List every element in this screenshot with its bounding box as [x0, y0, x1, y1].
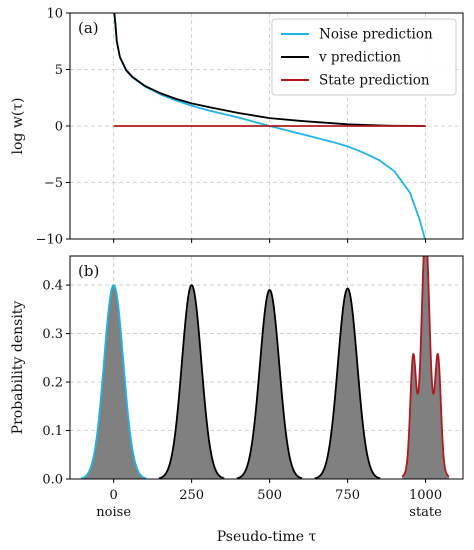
- ytick-label: −5: [44, 176, 63, 191]
- axes-frame-a: [69, 12, 464, 240]
- ytick-label: −10: [36, 233, 63, 248]
- ytick-label: 0.3: [42, 327, 63, 342]
- distribution-line-0: [80, 284, 147, 479]
- ytick-label: 5: [55, 63, 63, 78]
- distribution-line-1000: [401, 256, 450, 478]
- distribution-fill-500: [236, 289, 303, 479]
- legend-box: [271, 18, 457, 96]
- ytick-label: 0.2: [42, 376, 63, 391]
- xticks-a: [113, 239, 427, 243]
- ytick-label: 10: [46, 7, 63, 22]
- axes-frame-b: [69, 255, 464, 480]
- panel-label-b: (b): [78, 262, 99, 280]
- ylabel-a: log w(τ): [10, 98, 26, 155]
- ytick-label: 0.4: [42, 279, 63, 294]
- xtick-sublabel: noise: [96, 505, 131, 520]
- ytick-label: 0.1: [42, 424, 63, 439]
- xtick-sublabel: state: [409, 505, 442, 520]
- panel-label-a: (a): [78, 19, 99, 37]
- ylabel-b: Probability density: [10, 301, 26, 435]
- legend: Noise prediction v prediction State predic…: [271, 18, 457, 96]
- ytick-label: 0.0: [42, 473, 63, 488]
- xtick-label: 500: [257, 488, 282, 503]
- xtick-label: 1000: [409, 488, 442, 503]
- legend-label: Noise prediction: [319, 27, 433, 43]
- panel-b: 0.0 0.1 0.2 0.3 0.4 0 noise 250 500 750 1000 state…: [10, 255, 464, 545]
- distribution-fill-0: [80, 285, 147, 479]
- xtick-label: 750: [335, 488, 360, 503]
- xlabel-b: Pseudo-time τ: [217, 529, 317, 545]
- panel-a: 10 5 0 −5 −10 (a) log w(τ) Noise prediction v…: [10, 7, 464, 248]
- series-lines-a: [113, 13, 426, 239]
- ytick-label: 0: [55, 120, 63, 135]
- distributions-b: [80, 256, 450, 479]
- legend-label: State prediction: [319, 73, 430, 89]
- xtick-label: 0: [110, 488, 118, 503]
- distribution-line-250: [158, 284, 225, 479]
- xticks-b: 0 noise 250 500 750 1000 state: [96, 479, 442, 520]
- distribution-fill-1000: [402, 256, 449, 479]
- distribution-fill-750: [314, 288, 381, 479]
- distribution-fill-250: [158, 285, 225, 479]
- yticks-a: 10 5 0 −5 −10: [36, 7, 70, 248]
- distribution-line-500: [236, 289, 303, 479]
- xtick-label: 250: [179, 488, 204, 503]
- legend-label: v prediction: [318, 50, 401, 66]
- yticks-b: 0.0 0.1 0.2 0.3 0.4: [42, 279, 70, 488]
- distribution-line-750: [314, 287, 381, 479]
